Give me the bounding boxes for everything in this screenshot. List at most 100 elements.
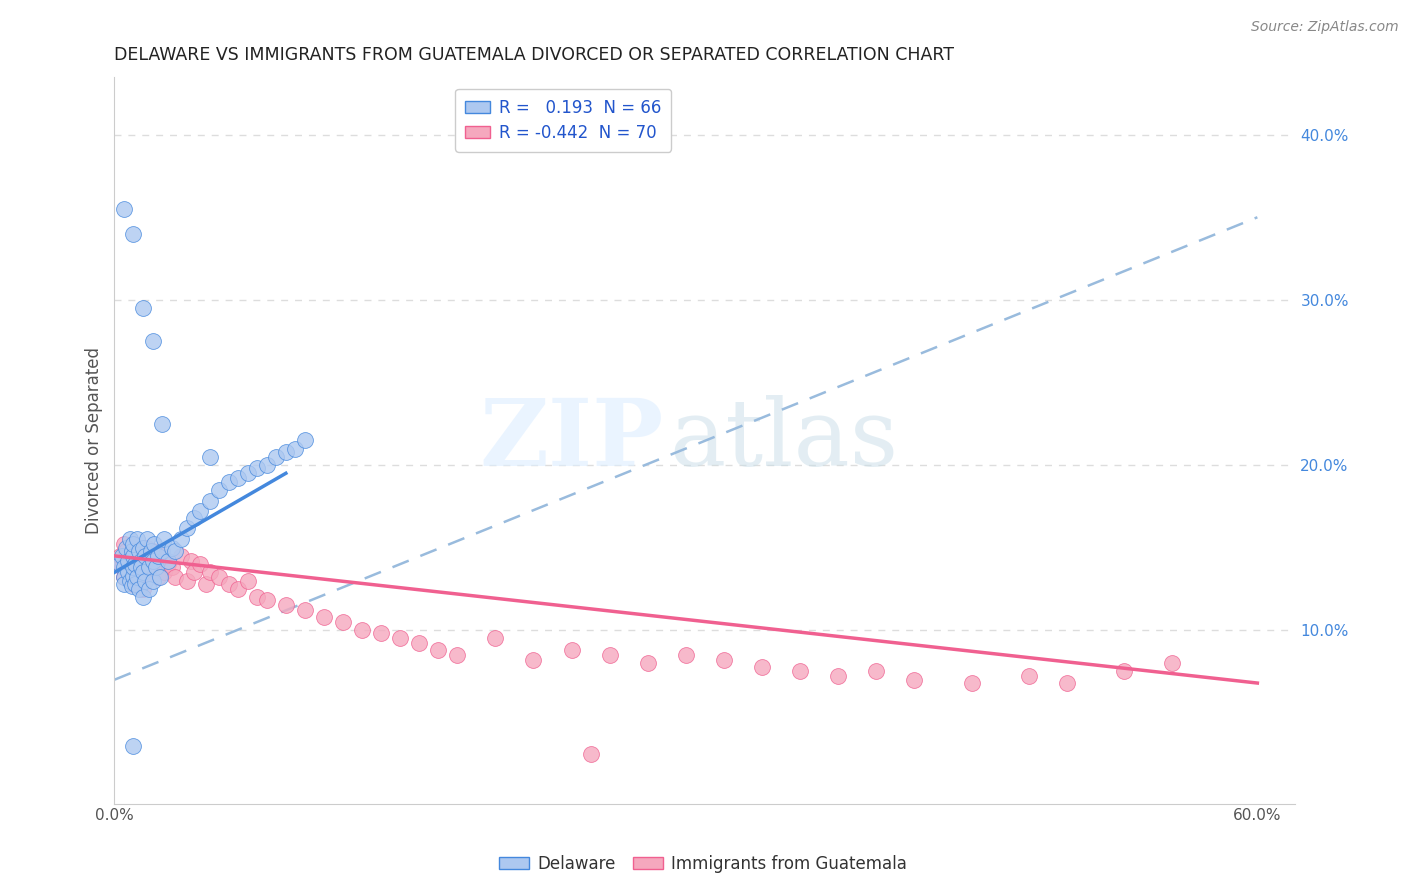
Point — [160, 560, 183, 574]
Point — [713, 653, 735, 667]
Point — [122, 739, 145, 753]
Point — [198, 494, 221, 508]
Point — [111, 549, 134, 563]
Point — [332, 615, 354, 629]
Point — [198, 450, 221, 464]
Point — [599, 648, 621, 662]
Point — [135, 541, 157, 555]
Point — [118, 533, 141, 547]
Point — [208, 570, 231, 584]
Point — [208, 483, 231, 497]
Point — [117, 554, 139, 568]
Point — [236, 467, 259, 481]
Point — [960, 676, 983, 690]
Point — [134, 574, 156, 588]
Point — [148, 570, 170, 584]
Point — [121, 579, 143, 593]
Point — [148, 549, 170, 563]
Point — [115, 544, 138, 558]
Point — [156, 554, 179, 568]
Point — [112, 560, 135, 574]
Point — [108, 557, 131, 571]
Point — [165, 544, 187, 558]
Point — [112, 202, 135, 216]
Point — [118, 566, 141, 580]
Point — [183, 511, 205, 525]
Point — [111, 560, 134, 574]
Point — [176, 521, 198, 535]
Point — [121, 549, 143, 563]
Point — [246, 590, 269, 604]
Point — [145, 560, 167, 574]
Point — [121, 544, 143, 558]
Point — [150, 549, 173, 563]
Point — [903, 673, 925, 687]
Point — [183, 566, 205, 580]
Point — [112, 577, 135, 591]
Point — [129, 554, 152, 568]
Point — [236, 574, 259, 588]
Point — [389, 632, 412, 646]
Point — [115, 541, 138, 555]
Point — [117, 566, 139, 580]
Point — [579, 747, 602, 761]
Point — [141, 544, 163, 558]
Point — [198, 566, 221, 580]
Point — [124, 557, 146, 571]
Point — [112, 570, 135, 584]
Point — [124, 577, 146, 591]
Point — [112, 537, 135, 551]
Point — [1018, 669, 1040, 683]
Point — [122, 568, 145, 582]
Point — [284, 442, 307, 456]
Point — [408, 636, 430, 650]
Point — [170, 549, 193, 563]
Point — [176, 574, 198, 588]
Point — [256, 458, 278, 472]
Point — [122, 549, 145, 563]
Legend: R =   0.193  N = 66, R = -0.442  N = 70: R = 0.193 N = 66, R = -0.442 N = 70 — [456, 89, 671, 152]
Point — [128, 544, 150, 558]
Point — [134, 549, 156, 563]
Point — [156, 557, 179, 571]
Point — [352, 623, 374, 637]
Point — [139, 549, 162, 563]
Point — [112, 570, 135, 584]
Point — [143, 560, 166, 574]
Point — [266, 450, 288, 464]
Point — [218, 475, 240, 489]
Point — [127, 533, 149, 547]
Point — [141, 554, 163, 568]
Point — [150, 544, 173, 558]
Point — [561, 643, 583, 657]
Point — [135, 533, 157, 547]
Text: DELAWARE VS IMMIGRANTS FROM GUATEMALA DIVORCED OR SEPARATED CORRELATION CHART: DELAWARE VS IMMIGRANTS FROM GUATEMALA DI… — [114, 46, 955, 64]
Point — [145, 554, 167, 568]
Point — [153, 533, 176, 547]
Point — [218, 577, 240, 591]
Point — [370, 626, 392, 640]
Point — [153, 566, 176, 580]
Point — [139, 544, 162, 558]
Y-axis label: Divorced or Separated: Divorced or Separated — [86, 347, 103, 533]
Point — [865, 665, 887, 679]
Point — [637, 657, 659, 671]
Point — [226, 582, 249, 596]
Point — [134, 560, 156, 574]
Point — [128, 544, 150, 558]
Point — [256, 593, 278, 607]
Point — [294, 603, 316, 617]
Point — [129, 560, 152, 574]
Point — [194, 577, 217, 591]
Text: ZIP: ZIP — [479, 395, 664, 485]
Point — [129, 570, 152, 584]
Point — [274, 445, 297, 459]
Point — [122, 560, 145, 574]
Point — [132, 301, 155, 315]
Point — [132, 566, 155, 580]
Point — [132, 590, 155, 604]
Point — [827, 669, 849, 683]
Point — [446, 648, 468, 662]
Point — [294, 434, 316, 448]
Text: Source: ZipAtlas.com: Source: ZipAtlas.com — [1251, 20, 1399, 34]
